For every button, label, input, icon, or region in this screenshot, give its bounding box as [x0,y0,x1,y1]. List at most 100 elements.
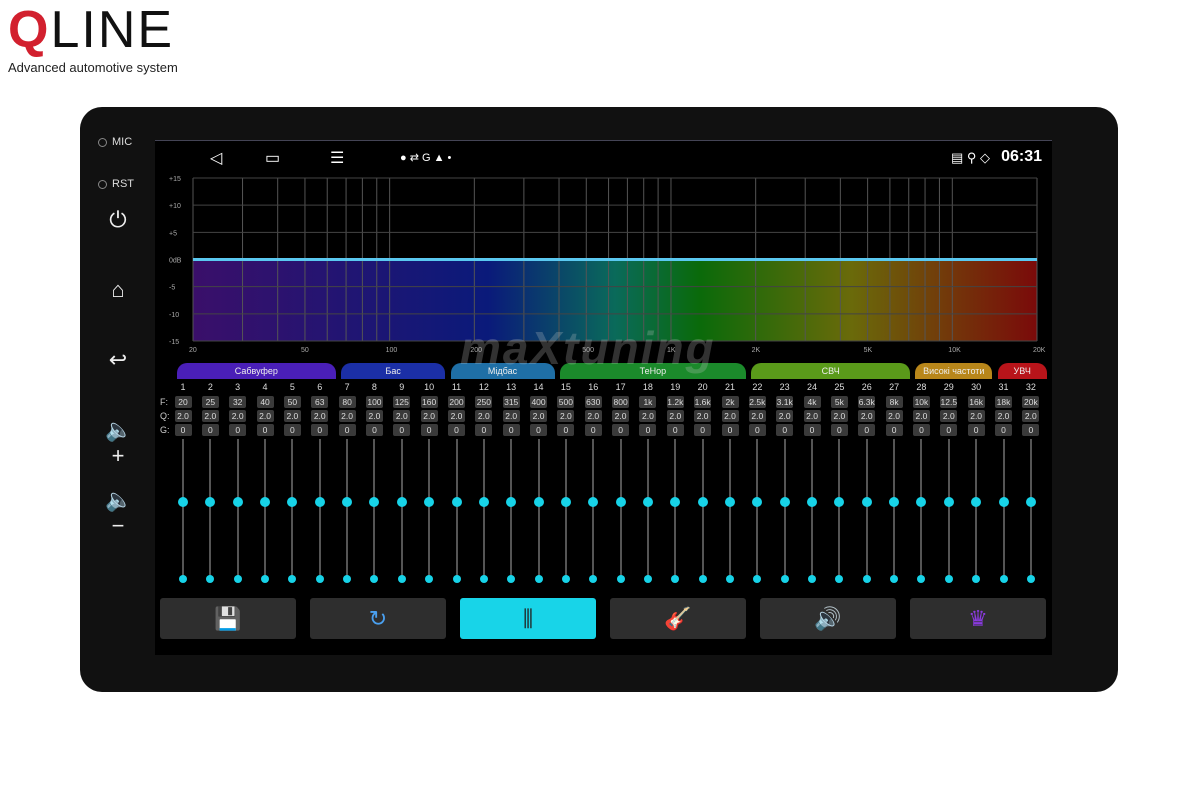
channel-f-value[interactable]: 800 [612,396,630,408]
channel-f-value[interactable]: 18k [995,396,1012,408]
gain-slider-track[interactable] [482,439,485,579]
gain-slider-knob[interactable] [560,497,571,507]
gain-slider-knob[interactable] [943,497,954,507]
gain-slider-track[interactable] [537,439,540,579]
band-header[interactable]: СВЧ [751,363,911,379]
channel-select-dot[interactable] [534,575,543,583]
channel-q-value[interactable]: 2.0 [256,410,274,422]
channel-q-value[interactable]: 2.0 [721,410,739,422]
channel-q-value[interactable]: 2.0 [858,410,876,422]
channel-select-dot[interactable] [261,575,270,583]
channel-f-value[interactable]: 10k [912,396,930,408]
band-header[interactable]: ТеНор [559,363,746,379]
gain-slider-knob[interactable] [779,497,790,507]
channel-g-value[interactable]: 0 [748,424,766,436]
gain-slider-track[interactable] [291,439,294,579]
channel-g-value[interactable]: 0 [721,424,739,436]
gain-slider-track[interactable] [182,439,184,579]
channel-q-value[interactable]: 2.0 [940,410,958,422]
channel-f-value[interactable]: 8k [885,396,903,408]
channel-g-value[interactable]: 0 [420,424,438,436]
gain-slider-track[interactable] [318,439,321,579]
channel-f-value[interactable]: 1k [639,396,657,408]
channel-f-value[interactable]: 20 [174,396,192,408]
gain-slider-knob[interactable] [314,497,325,507]
channel-g-value[interactable]: 0 [557,424,575,436]
channel-q-value[interactable]: 2.0 [283,410,301,422]
power-icon[interactable]: ⏻ [109,207,127,232]
nav-menu-icon[interactable]: ☰ [330,150,345,167]
channel-g-value[interactable]: 0 [940,424,958,436]
gain-slider-track[interactable] [592,439,595,579]
channel-g-value[interactable]: 0 [803,424,821,436]
gain-slider-knob[interactable] [342,497,353,507]
channel-f-value[interactable]: 2k [721,396,739,408]
volume-up-icon[interactable]: 🔈+ [105,417,133,468]
channel-q-value[interactable]: 2.0 [912,410,930,422]
nav-back-icon[interactable]: ◁ [210,150,223,167]
channel-select-dot[interactable] [507,575,516,583]
gain-slider-knob[interactable] [670,497,681,507]
channel-g-value[interactable]: 0 [530,424,548,436]
channel-f-value[interactable]: 1.2k [666,396,684,408]
channel-select-dot[interactable] [808,575,817,583]
gain-slider-knob[interactable] [861,497,872,507]
gain-slider-knob[interactable] [260,497,271,507]
channel-q-value[interactable]: 2.0 [776,410,794,422]
channel-g-value[interactable]: 0 [174,424,192,436]
channel-q-value[interactable]: 2.0 [1022,410,1040,422]
channel-f-value[interactable]: 160 [420,396,438,408]
gain-slider-track[interactable] [729,439,731,579]
gain-slider-track[interactable] [865,439,868,579]
channel-q-value[interactable]: 2.0 [530,410,548,422]
channel-g-value[interactable]: 0 [201,424,219,436]
channel-select-dot[interactable] [944,575,953,583]
channel-g-value[interactable]: 0 [283,424,301,436]
channel-select-dot[interactable] [370,575,379,583]
gain-slider-track[interactable] [373,439,376,579]
channel-select-dot[interactable] [616,575,625,583]
channel-f-value[interactable]: 12.5 [940,396,958,408]
rst-button[interactable]: RST [98,178,134,190]
gain-slider-knob[interactable] [232,497,243,507]
instrument-button[interactable]: 🎸 [610,598,746,639]
gain-slider-knob[interactable] [588,497,599,507]
channel-f-value[interactable]: 125 [393,396,411,408]
volume-down-icon[interactable]: 🔈− [105,487,133,538]
gain-slider-track[interactable] [756,439,759,579]
channel-g-value[interactable]: 0 [995,424,1012,436]
channel-q-value[interactable]: 2.0 [393,410,411,422]
channel-f-value[interactable]: 40 [256,396,274,408]
channel-f-value[interactable]: 100 [365,396,383,408]
channel-q-value[interactable]: 2.0 [229,410,247,422]
nav-home-icon[interactable]: ▭ [265,150,281,167]
sound-button[interactable]: 🔊 [760,598,896,639]
channel-g-value[interactable]: 0 [666,424,684,436]
gain-slider-knob[interactable] [287,497,298,507]
gain-slider-knob[interactable] [834,497,845,507]
gain-slider-knob[interactable] [451,497,462,507]
gain-slider-track[interactable] [811,439,814,579]
channel-select-dot[interactable] [1026,575,1035,583]
gain-slider-track[interactable] [838,439,841,579]
channel-select-dot[interactable] [835,575,844,583]
channel-q-value[interactable]: 2.0 [995,410,1012,422]
channel-q-value[interactable]: 2.0 [338,410,356,422]
channel-select-dot[interactable] [561,575,570,583]
channel-select-dot[interactable] [890,575,899,583]
gain-slider-track[interactable] [619,439,622,579]
channel-g-value[interactable]: 0 [502,424,520,436]
channel-q-value[interactable]: 2.0 [420,410,438,422]
channel-g-value[interactable]: 0 [639,424,657,436]
channel-q-value[interactable]: 2.0 [803,410,821,422]
band-header[interactable]: Високі частоти [915,363,993,379]
channel-q-value[interactable]: 2.0 [666,410,684,422]
gain-slider-track[interactable] [510,439,513,579]
gain-slider-knob[interactable] [807,497,818,507]
gain-slider-knob[interactable] [1025,497,1036,507]
gain-slider-knob[interactable] [725,497,735,507]
channel-g-value[interactable]: 0 [256,424,274,436]
channel-q-value[interactable]: 2.0 [639,410,657,422]
channel-g-value[interactable]: 0 [393,424,411,436]
channel-g-value[interactable]: 0 [858,424,876,436]
